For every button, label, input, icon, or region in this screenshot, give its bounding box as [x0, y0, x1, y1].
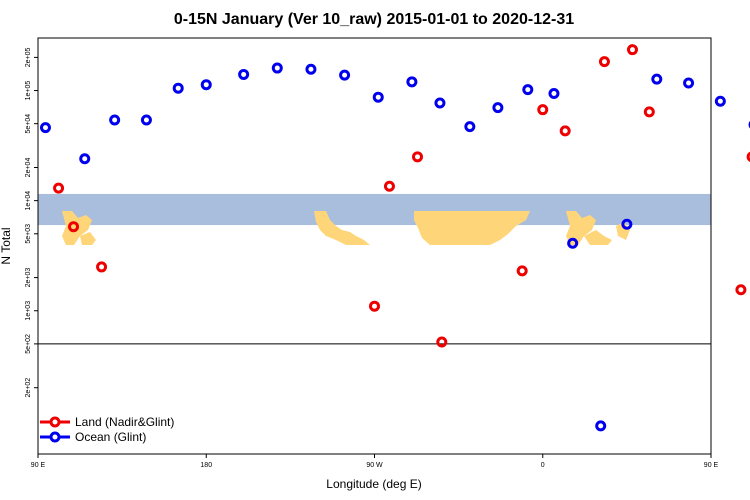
ocean-point [522, 84, 534, 96]
y-tick-label: 1e+03 [25, 301, 32, 321]
ocean-point [140, 114, 152, 126]
y-tick-label: 2e+02 [25, 378, 32, 398]
land-point [537, 104, 549, 116]
legend-label-land: Land (Nadir&Glint) [75, 415, 174, 429]
ocean-point [434, 97, 446, 109]
ocean-point [172, 82, 184, 94]
ocean-point [595, 420, 607, 432]
ocean-point [406, 76, 418, 88]
land-point [436, 336, 448, 348]
ocean-point [464, 121, 476, 133]
land-point [516, 265, 528, 277]
land-point [53, 182, 65, 194]
data-points [39, 44, 750, 432]
ocean-point [271, 62, 283, 74]
chart-title: 0-15N January (Ver 10_raw) 2015-01-01 to… [174, 11, 574, 28]
ocean-point [39, 122, 51, 134]
y-tick-label: 5e+02 [25, 334, 32, 354]
land-point [411, 151, 423, 163]
ocean-point [548, 87, 560, 99]
ocean-point [238, 68, 250, 80]
ocean-point [372, 91, 384, 103]
ocean-point [79, 153, 91, 165]
x-tick-label: 90 E [31, 462, 46, 469]
x-tick-label: 0 [541, 462, 545, 469]
legend: Land (Nadir&Glint) Ocean (Glint) [40, 415, 174, 444]
y-tick-label: 2e+05 [25, 47, 32, 67]
y-tick-label: 2e+03 [25, 268, 32, 288]
y-tick-label: 5e+03 [25, 224, 32, 244]
map-land [62, 211, 630, 245]
land-point [643, 106, 655, 118]
ocean-point [492, 102, 504, 114]
land-point [96, 261, 108, 273]
land-point [68, 221, 80, 233]
land-point [626, 44, 638, 56]
y-tick-label: 5e+04 [25, 114, 32, 134]
x-tick-label: 90 E [704, 462, 719, 469]
y-tick-label: 2e+04 [25, 158, 32, 178]
map-band [38, 193, 711, 245]
ocean-point [621, 218, 633, 230]
x-axis: 90 E 180 90 W 0 90 E [31, 454, 719, 469]
legend-point-land [49, 416, 61, 428]
land-point [559, 125, 571, 137]
legend-label-ocean: Ocean (Glint) [75, 430, 146, 444]
land-point [735, 284, 747, 296]
ocean-point [567, 237, 579, 249]
y-tick-label: 1e+04 [25, 191, 32, 211]
x-tick-label: 90 W [366, 462, 383, 469]
ocean-point [714, 95, 726, 107]
land-point [746, 151, 750, 162]
land-point [383, 180, 395, 192]
y-tick-label: 1e+05 [25, 81, 32, 101]
map-ocean [38, 193, 711, 226]
y-axis: 2e+02 5e+02 1e+03 2e+03 5e+03 1e+04 2e+04 5e+04… [25, 47, 38, 398]
ocean-point [683, 77, 695, 89]
x-axis-label: Longitude (deg E) [326, 477, 421, 491]
legend-point-ocean [49, 431, 61, 443]
x-tick-label: 180 [200, 462, 212, 469]
land-point [598, 56, 610, 68]
land-point [369, 300, 380, 312]
ocean-point [200, 79, 212, 91]
ocean-point [109, 114, 121, 126]
ocean-point [651, 73, 663, 85]
y-axis-label: N Total [0, 227, 13, 264]
ocean-point [339, 69, 351, 81]
ocean-point [305, 63, 317, 75]
